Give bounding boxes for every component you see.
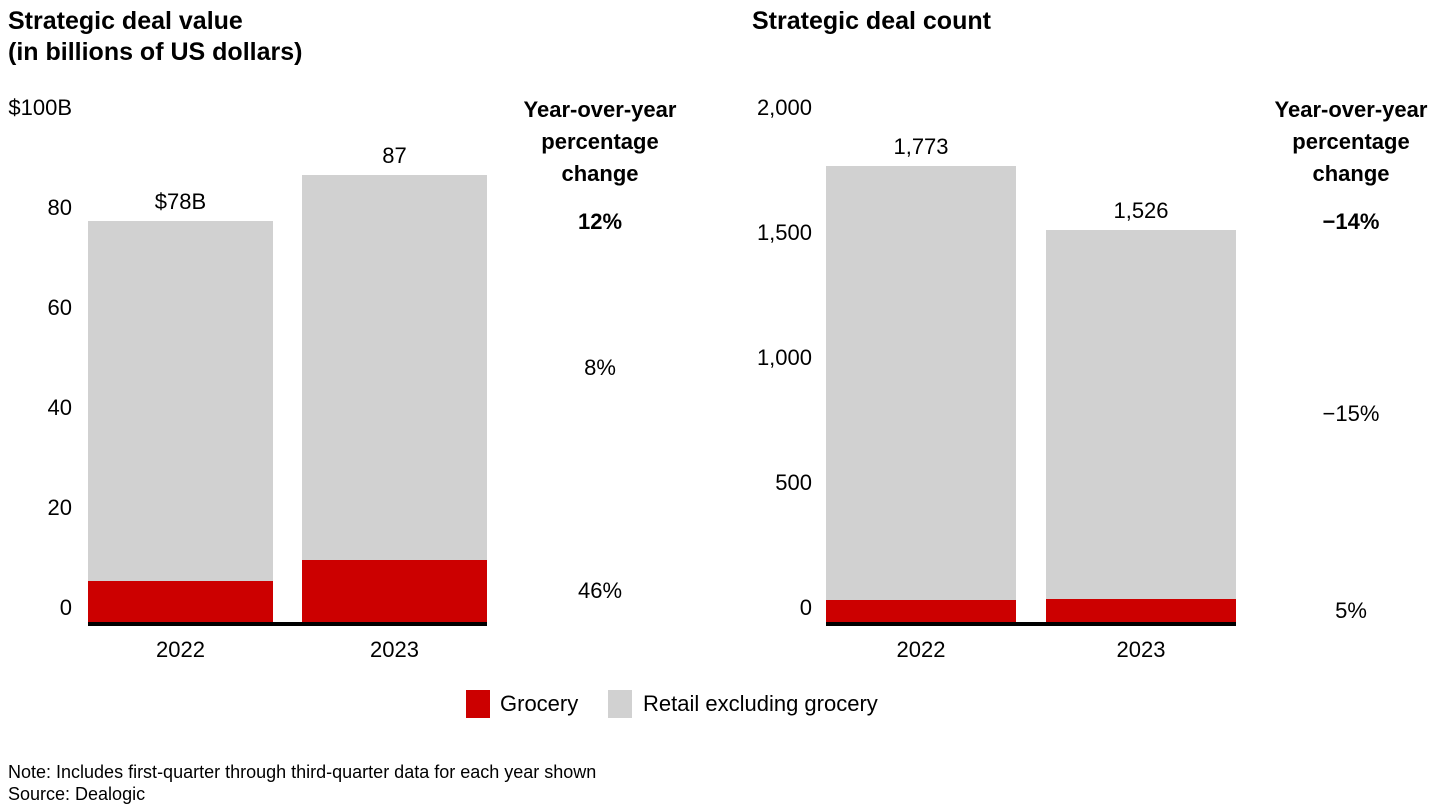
yoy-value-grocery: 5% <box>1335 597 1367 623</box>
x-axis-line <box>826 622 1236 626</box>
y-axis-tick-label: 0 <box>799 595 812 620</box>
chart-title-line: Strategic deal value <box>8 7 243 35</box>
yoy-header: Year-over-year percentage change <box>1275 94 1428 190</box>
source-text: Source: Dealogic <box>8 784 146 804</box>
yoy-header-line: percentage <box>541 129 659 154</box>
bar-total-label: $78B <box>154 189 207 215</box>
yoy-header-line: change <box>561 161 639 186</box>
yoy-value-total: 12% <box>577 209 623 234</box>
yoy-value-total: −14% <box>1322 209 1380 234</box>
y-axis-tick-label: $100B <box>8 95 72 120</box>
x-axis-label: 2023 <box>1116 637 1166 662</box>
legend-label: Retail excluding grocery <box>643 691 878 716</box>
x-axis-line <box>88 622 487 626</box>
chart-title-line: (in billions of US dollars) <box>8 38 303 66</box>
y-axis-tick-label: 40 <box>47 395 72 420</box>
yoy-value-grocery: 46% <box>577 578 623 604</box>
retail-segment <box>88 221 273 581</box>
grocery-segment <box>1046 599 1236 622</box>
grocery-segment <box>826 600 1016 622</box>
bar-2023 <box>302 174 487 622</box>
legend-label: Grocery <box>500 691 579 716</box>
y-axis-tick-label: 0 <box>59 595 72 620</box>
y-axis-tick-label: 2,000 <box>756 95 812 120</box>
yoy-header-line: change <box>1312 161 1390 186</box>
x-axis-label: 2022 <box>896 637 946 662</box>
yoy-header-line: percentage <box>1292 129 1410 154</box>
bar-total-label: 87 <box>382 142 407 168</box>
grocery-segment <box>302 560 487 622</box>
y-axis-tick-label: 1,000 <box>756 345 812 370</box>
grocery-segment <box>88 580 273 622</box>
bar-total-label: 1,526 <box>1113 197 1169 223</box>
x-axis-label: 2023 <box>370 637 419 662</box>
y-axis-tick-label: 60 <box>47 295 72 320</box>
y-axis-tick-label: 1,500 <box>756 220 812 245</box>
yoy-value-retail: 8% <box>584 354 616 380</box>
yoy-header-line: Year-over-year <box>523 97 677 122</box>
note-text: Note: Includes first-quarter through thi… <box>8 762 597 782</box>
x-axis-label: 2022 <box>156 637 205 662</box>
retail-segment <box>302 174 487 561</box>
yoy-value-retail: −15% <box>1322 401 1380 427</box>
y-axis-tick-label: 20 <box>47 495 72 520</box>
chart-title: Strategic deal value (in billions of US d… <box>8 6 302 68</box>
yoy-header: Year-over-year percentage change <box>524 94 677 190</box>
yoy-header-line: Year-over-year <box>1274 97 1428 122</box>
legend-swatch-retail <box>608 690 632 718</box>
legend-swatch-grocery <box>466 690 490 718</box>
chart-title: Strategic deal count <box>752 6 991 37</box>
bar-2023 <box>1046 229 1236 622</box>
retail-segment <box>826 166 1016 601</box>
bar-2022 <box>88 221 273 622</box>
bar-total-label: 1,773 <box>893 134 949 160</box>
retail-segment <box>1046 229 1236 600</box>
bar-2022 <box>826 166 1016 622</box>
y-axis-tick-label: 80 <box>47 195 72 220</box>
chart-title-line: Strategic deal count <box>752 7 991 35</box>
y-axis-tick-label: 500 <box>775 470 812 495</box>
